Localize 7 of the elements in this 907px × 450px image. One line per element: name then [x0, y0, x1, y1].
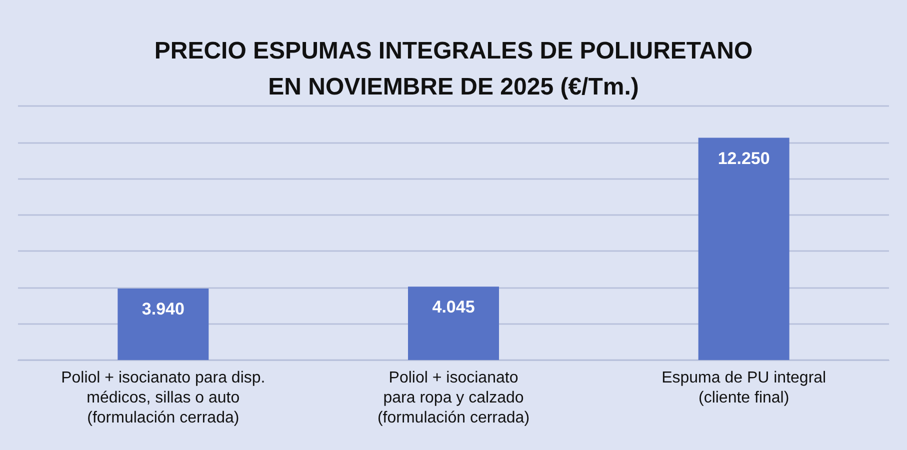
x-tick-label: Poliol + isocianato para ropa y calzado (formulación cerrada) — [377, 370, 530, 426]
x-tick-label: Espuma de PU integral (cliente final) — [662, 370, 826, 406]
x-tick-label: Poliol + isocianato para disp. médicos, sillas o auto (formulación cerrada) — [61, 370, 266, 426]
data-label: 4.045 — [432, 298, 475, 317]
data-label: 12.250 — [718, 148, 770, 168]
data-label: 3.940 — [142, 300, 184, 319]
chart-title: PRECIO ESPUMAS INTEGRALES DE POLIURETANO EN NOVIEMBRE DE 2025 (€/Tm.) — [154, 38, 753, 100]
